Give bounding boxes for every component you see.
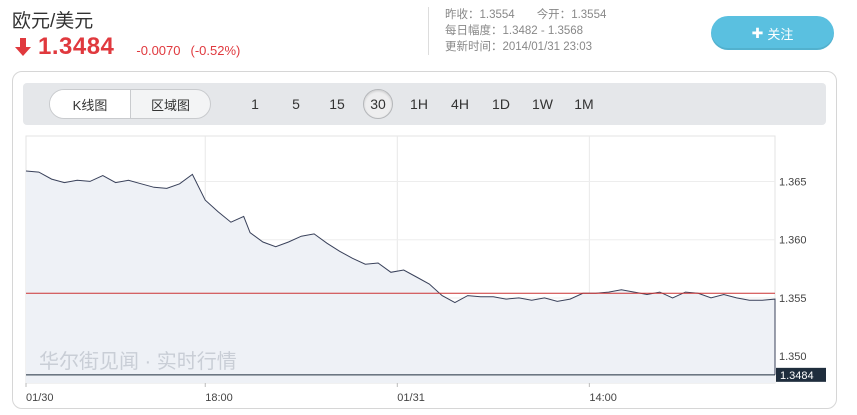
chart-panel: K线图 区域图 1 5 15 30 1H 4H 1D 1W 1M 1.365 1.… (12, 71, 837, 409)
plus-icon: ✚ (751, 24, 764, 41)
arrow-down-icon (15, 38, 31, 56)
period-1h[interactable]: 1H (410, 96, 428, 112)
period-1d[interactable]: 1D (492, 96, 510, 112)
y-tick-label-3: 1.350 (779, 351, 807, 363)
y-tick-label-1: 1.360 (779, 235, 807, 247)
prev-close-value: 1.3554 (479, 9, 515, 21)
x-tick-label-0: 01/30 (26, 392, 54, 404)
current-price: 1.3484 (38, 33, 115, 60)
x-axis: 01/30 18:00 01/31 14:00 (25, 383, 617, 404)
pair-title: 欧元/美元 (12, 11, 94, 32)
period-1m[interactable]: 1M (574, 96, 594, 112)
updated-time-label: 更新时间： (445, 41, 503, 53)
follow-button[interactable]: ✚ 关注 (711, 16, 834, 50)
period-selector: 1 5 15 30 1H 4H 1D 1W 1M (240, 89, 610, 119)
updated-time-value: 2014/01/31 23:03 (502, 41, 593, 53)
tab-candlestick-chart[interactable]: K线图 (50, 90, 130, 118)
open-label: 今开： (536, 9, 572, 21)
x-tick-label-3: 14:00 (589, 392, 617, 404)
header-divider (428, 7, 429, 55)
quote-stats: 昨收：1.3554 今开：1.3554 每日幅度：1.3482 - 1.3568 … (445, 7, 606, 55)
price-area-fill (26, 171, 775, 383)
price-change-percent: (-0.52%) (190, 42, 241, 58)
chart-toolbar: K线图 区域图 1 5 15 30 1H 4H 1D 1W 1M (23, 83, 826, 125)
daily-range-label: 每日幅度： (445, 25, 503, 37)
price-chart[interactable]: 1.365 1.360 1.355 1.350 01/30 18:00 01/31 14:0… (13, 132, 836, 408)
prev-close-label: 昨收： (445, 9, 480, 21)
period-5min[interactable]: 5 (292, 96, 300, 112)
period-30min[interactable]: 30 (363, 89, 393, 119)
y-tick-label-2: 1.355 (779, 293, 807, 305)
period-4h[interactable]: 4H (451, 96, 469, 112)
y-tick-label-0: 1.365 (779, 176, 807, 188)
x-tick-label-2: 01/31 (397, 392, 425, 404)
x-tick-label-1: 18:00 (205, 392, 233, 404)
open-value: 1.3554 (571, 9, 607, 21)
y-axis: 1.365 1.360 1.355 1.350 (779, 176, 807, 363)
period-1min[interactable]: 1 (251, 96, 259, 112)
price-line (25, 170, 776, 375)
daily-range-value: 1.3482 - 1.3568 (502, 25, 584, 37)
price-change: -0.0070 (136, 42, 181, 58)
tab-area-chart[interactable]: 区域图 (130, 90, 210, 118)
period-1w[interactable]: 1W (532, 96, 553, 112)
period-15min[interactable]: 15 (329, 96, 345, 112)
last-price-label: 1.3484 (776, 367, 826, 382)
price-row: 1.3484 -0.0070 (-0.52%) (12, 33, 241, 60)
chart-type-toggle: K线图 区域图 (49, 89, 211, 119)
last-price-text: 1.3484 (780, 370, 814, 382)
follow-label: 关注 (767, 26, 794, 42)
watermark: 华尔街见闻 · 实时行情 (39, 350, 237, 373)
